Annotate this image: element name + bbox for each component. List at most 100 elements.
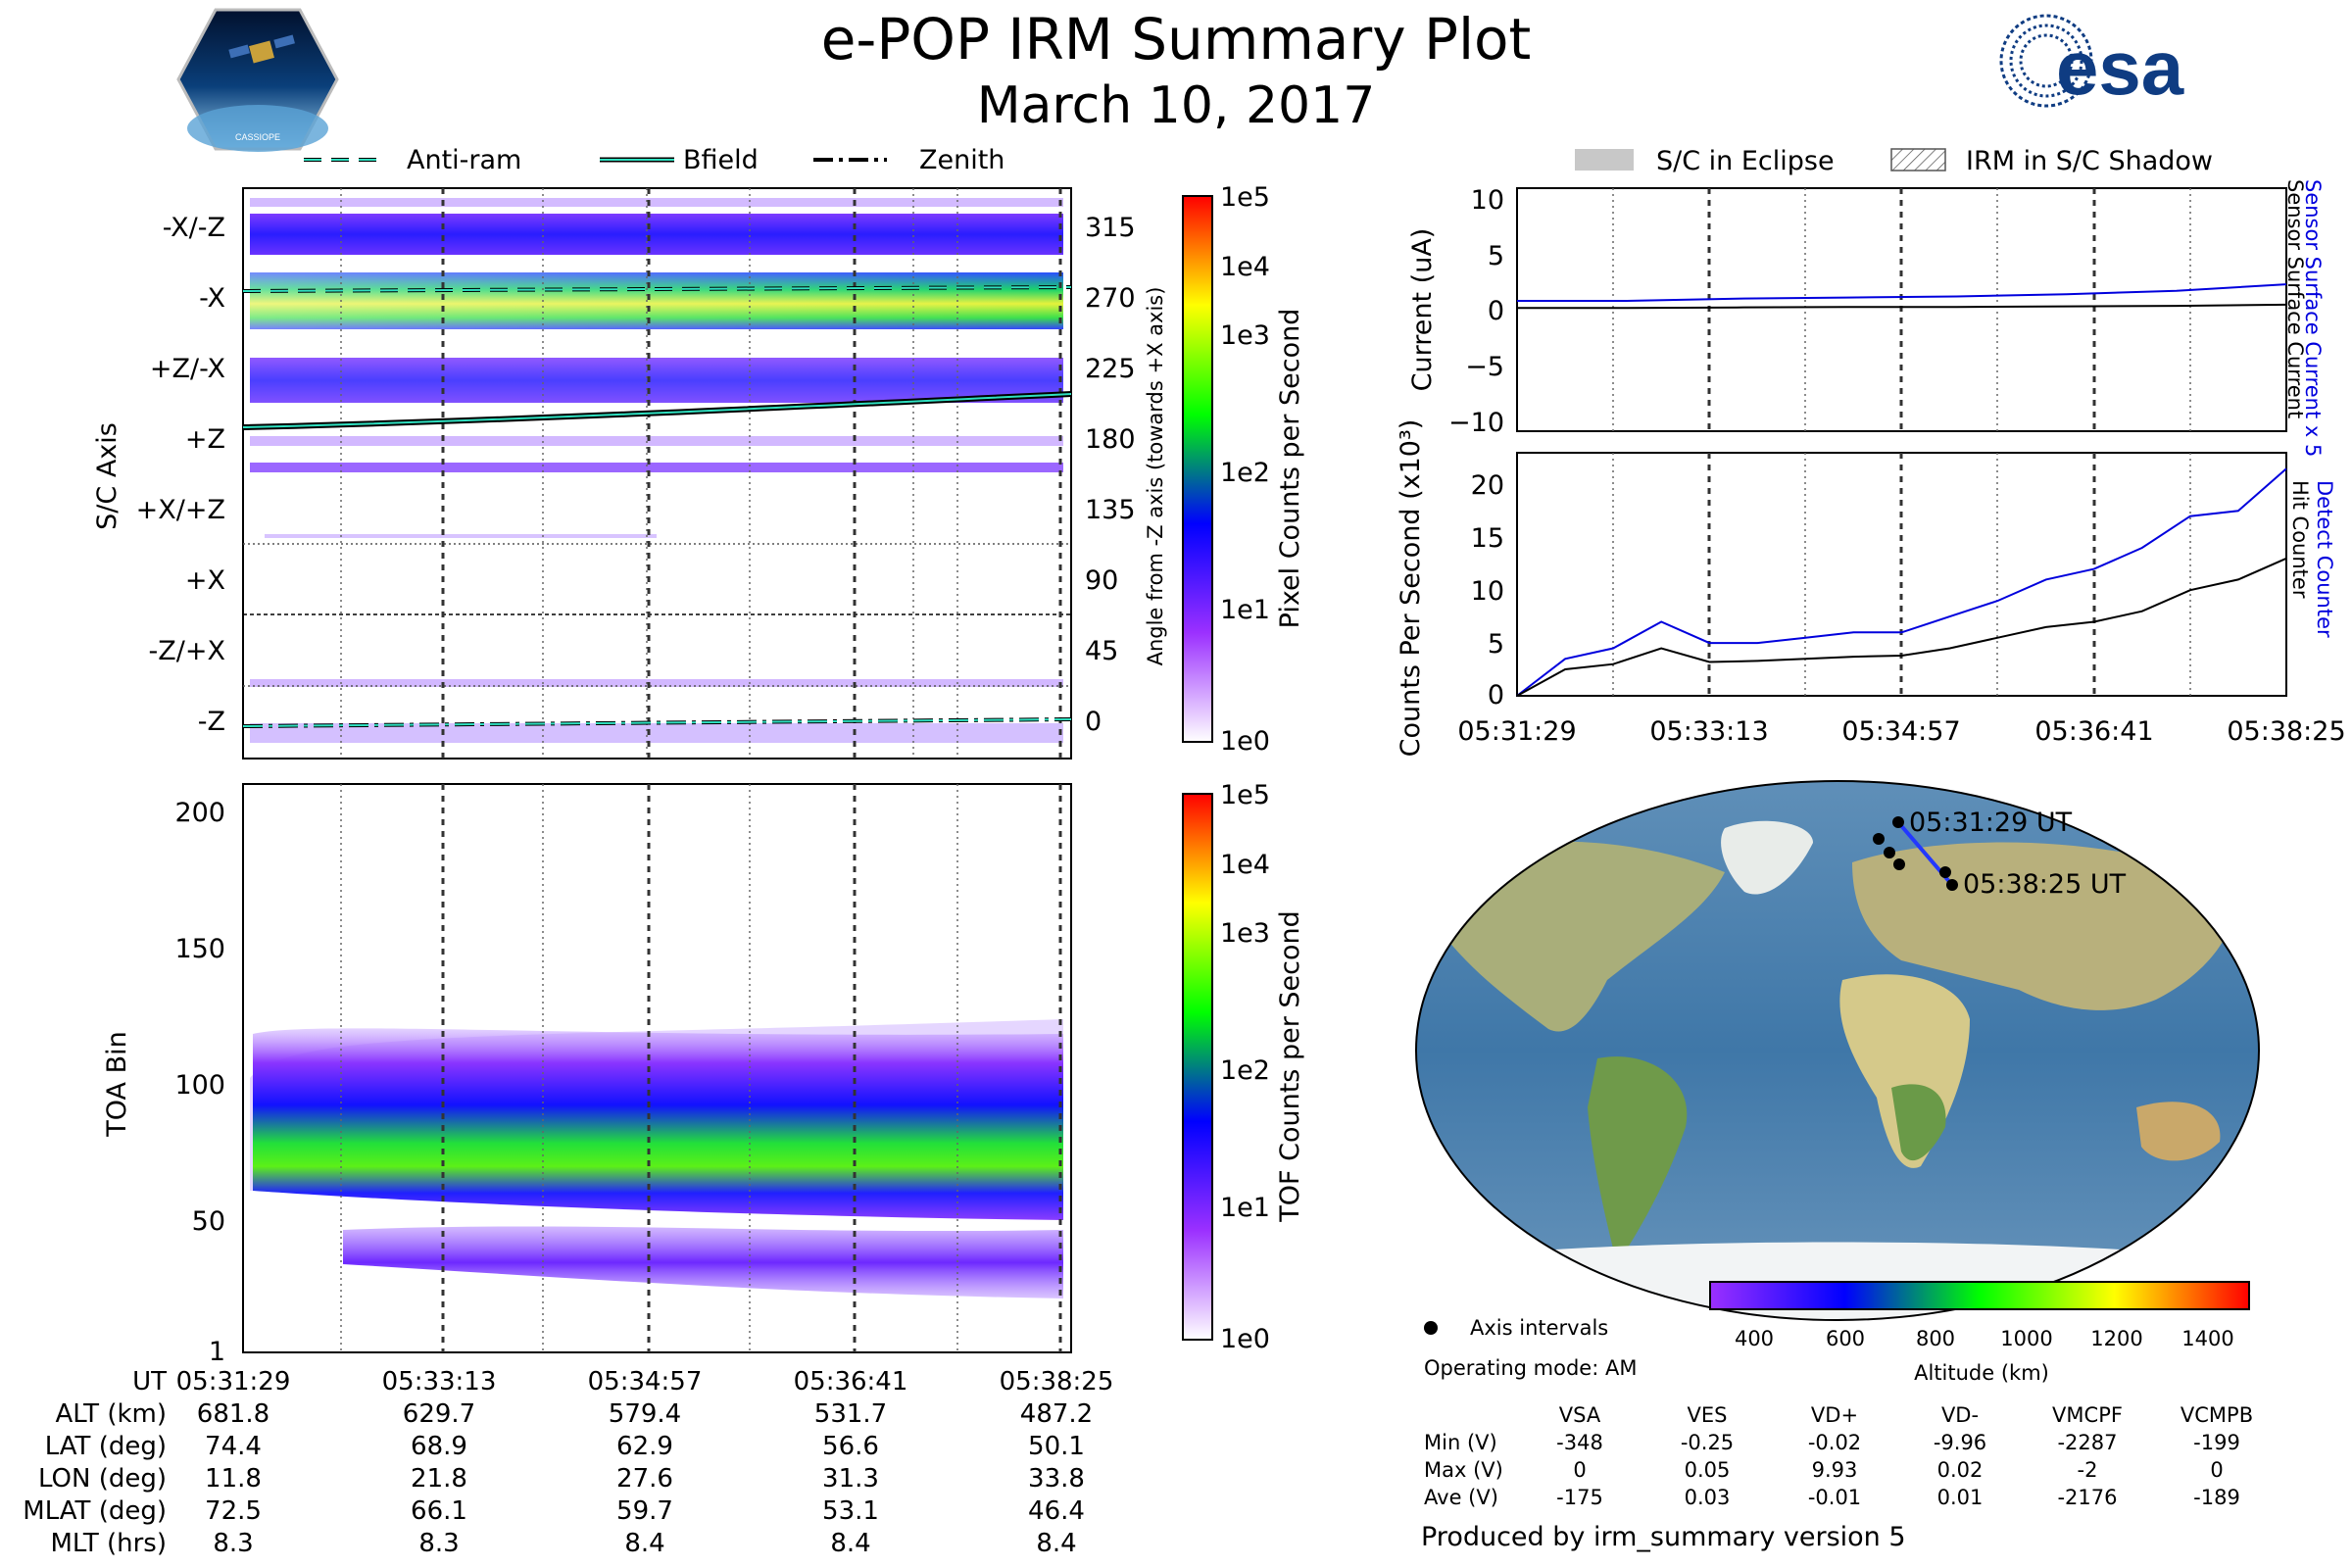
toa-ylabel: TOA Bin: [102, 1031, 132, 1137]
band-z: [250, 463, 1063, 472]
ytick-z: +Z: [185, 424, 225, 455]
ytick-x: -X: [199, 283, 225, 314]
counts-series1-label: Detect Counter: [2313, 480, 2336, 638]
volt-value: -2287: [2057, 1431, 2118, 1454]
counts-ylabel: Counts Per Second (x10³): [1396, 419, 1426, 758]
toa-main-band: [253, 1028, 1063, 1220]
series-line-0: [1516, 467, 2287, 697]
pixel-y2label: Angle from -Z axis (towards +X axis): [1144, 287, 1167, 666]
ut-time-3: 05:36:41: [793, 1367, 908, 1396]
band-z-top: [250, 436, 1063, 446]
alt-tick-800: 800: [1916, 1327, 1955, 1350]
time-row-label: MLAT (deg): [23, 1496, 167, 1526]
legend-eclipse: S/C in Eclipse: [1656, 146, 1835, 176]
toa-ytick-1: 1: [209, 1337, 225, 1367]
time-row-value: 8.4: [1036, 1529, 1077, 1558]
volt-value: -2176: [2057, 1486, 2118, 1509]
time-row-label: MLT (hrs): [50, 1529, 168, 1558]
volt-col-header: VSA: [1558, 1403, 1601, 1427]
alt-tick-1400: 1400: [2181, 1327, 2233, 1350]
orbit-map: 05:31:29 UT 05:38:25 UT 400 600 800 1000…: [1415, 780, 2260, 1385]
volt-value: 0: [2210, 1458, 2224, 1482]
time-row-value: 8.4: [830, 1529, 871, 1558]
y2tick-270: 270: [1085, 283, 1136, 314]
footer-text: Produced by irm_summary version 5: [1421, 1522, 1906, 1552]
cur-ytick-m10: −10: [1448, 408, 1504, 438]
current-series1-label: Sensor Surface Current x 5: [2301, 179, 2325, 457]
band-mz: [250, 723, 1063, 743]
time-row-value: 46.4: [1028, 1496, 1085, 1526]
cnt-ytick-5: 5: [1488, 629, 1504, 660]
time-row-value: 487.2: [1019, 1399, 1094, 1429]
toa-panel: 200 150 100 50 1 TOA Bin 1e5 1e4 1e3 1e2…: [102, 780, 1305, 1367]
current-panel: S/C in Eclipse IRM in S/C Shadow 10 5 0 …: [1407, 146, 2325, 457]
time-row-value: 21.8: [411, 1464, 467, 1494]
y2tick-0: 0: [1085, 707, 1102, 737]
toa-cb-1e1: 1e1: [1220, 1193, 1270, 1223]
cassiope-logo-text: CASSIOPE: [235, 132, 280, 142]
y2tick-180: 180: [1085, 424, 1136, 455]
legend-zenith: Zenith: [919, 145, 1004, 175]
time-row-value: 74.4: [205, 1432, 262, 1461]
toa-cb-1e2: 1e2: [1220, 1055, 1270, 1086]
toa-cb-1e5: 1e5: [1220, 780, 1270, 810]
ut-time-4: 05:38:25: [999, 1367, 1114, 1396]
time-row-value: 56.6: [822, 1432, 879, 1461]
volt-value: -2: [2077, 1458, 2098, 1482]
time-row-value: 72.5: [205, 1496, 262, 1526]
band-xz: [250, 214, 1063, 255]
volt-value: -0.25: [1680, 1431, 1735, 1454]
cur-ytick-10: 10: [1471, 185, 1504, 216]
toa-cb-1e4: 1e4: [1220, 850, 1270, 880]
volt-col-header: VD-: [1940, 1403, 1980, 1427]
esa-logo: esa: [1989, 10, 2283, 112]
esa-logo-text: esa: [2056, 24, 2184, 108]
toa-cb-1e0: 1e0: [1220, 1324, 1270, 1354]
volt-value: -348: [1556, 1431, 1603, 1454]
map-end-label: 05:38:25 UT: [1963, 869, 2127, 900]
shadow-swatch: [1890, 148, 1946, 172]
volt-value: -9.96: [1933, 1431, 1987, 1454]
alt-tick-600: 600: [1826, 1327, 1865, 1350]
current-series2-label: Sensor Surface Current: [2283, 179, 2307, 418]
cnt-ytick-0: 0: [1488, 680, 1504, 710]
ut-time-2: 05:34:57: [587, 1367, 703, 1396]
ytick-xpz: +X/+Z: [136, 495, 225, 525]
band-xz2: [265, 534, 657, 538]
y2tick-135: 135: [1085, 495, 1136, 525]
time-row-value: 68.9: [411, 1432, 467, 1461]
toa-cb-1e3: 1e3: [1220, 918, 1270, 949]
legend-shadow: IRM in S/C Shadow: [1966, 146, 2213, 176]
y2tick-225: 225: [1085, 354, 1136, 384]
time-row-value: 629.7: [402, 1399, 476, 1429]
volt-value: 0.03: [1684, 1486, 1731, 1509]
volt-col-header: VES: [1687, 1403, 1728, 1427]
alt-tick-1000: 1000: [2000, 1327, 2052, 1350]
ytick-mz: -Z: [198, 707, 225, 737]
ut-time-1: 05:33:13: [381, 1367, 497, 1396]
volt-value: 0.02: [1936, 1458, 1984, 1482]
series-line-0: [1517, 283, 2287, 302]
volt-col-header: VMCPF: [2052, 1403, 2123, 1427]
volt-value: 0.05: [1684, 1458, 1731, 1482]
ytick-px: +X: [185, 565, 225, 596]
volt-value: -0.02: [1807, 1431, 1862, 1454]
y2tick-45: 45: [1085, 636, 1118, 666]
ut-time-0: 05:31:29: [175, 1367, 291, 1396]
series-line-1: [1517, 303, 2287, 310]
toa-ytick-150: 150: [174, 934, 225, 964]
time-row-value: 531.7: [813, 1399, 888, 1429]
series-line-1: [1516, 557, 2287, 697]
volt-value: 0.01: [1936, 1486, 1984, 1509]
current-ylabel: Current (uA): [1407, 228, 1438, 392]
counts-panel: 20 15 10 5 0 Counts Per Second (x10³) 05…: [1396, 419, 2346, 758]
legend-bfield: Bfield: [683, 145, 759, 175]
volt-value: -189: [2193, 1486, 2240, 1509]
volt-value: -199: [2193, 1431, 2240, 1454]
pix-cb-1e5: 1e5: [1220, 182, 1270, 213]
pixel-cblabel: Pixel Counts per Second: [1275, 309, 1305, 629]
time-row-label: ALT (km): [55, 1399, 167, 1429]
time-row-value: 62.9: [616, 1432, 673, 1461]
eclipse-swatch: [1575, 149, 1634, 171]
